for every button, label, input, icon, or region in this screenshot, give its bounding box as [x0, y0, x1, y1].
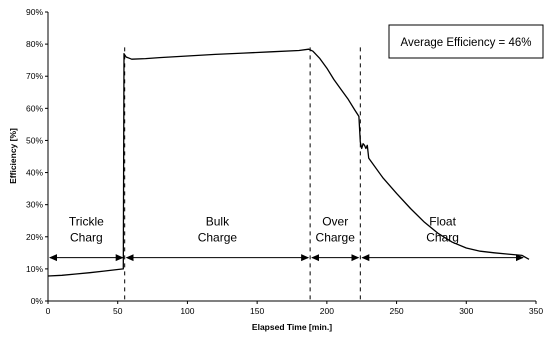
x-tick-label: 0 — [46, 306, 51, 316]
x-tick-label: 150 — [250, 306, 264, 316]
phase-label-line1: Bulk — [206, 215, 230, 229]
y-tick-label: 50% — [26, 135, 43, 145]
y-tick-label: 70% — [26, 71, 43, 81]
y-tick-label: 80% — [26, 39, 43, 49]
phase-annotations: TrickleChargBulkChargeOverChargeFloatCha… — [49, 47, 524, 301]
x-tick-group: 0 50 100 150 200 250 300 350 — [46, 301, 543, 316]
y-tick-label: 90% — [26, 7, 43, 17]
x-tick-label: 350 — [529, 306, 543, 316]
x-tick-label: 100 — [180, 306, 194, 316]
phase-label-line2: Charg — [70, 231, 103, 245]
y-tick-label: 20% — [26, 232, 43, 242]
y-tick-label: 0% — [31, 296, 44, 306]
average-efficiency-box — [388, 24, 544, 59]
y-axis-label: Efficiency [%] — [8, 128, 18, 184]
y-tick-group: 0% 10% 20% 30% 40% 50% 60% 70% 80% 90% — [26, 7, 48, 306]
x-tick-label: 250 — [389, 306, 403, 316]
phase-label-line1: Float — [429, 215, 456, 229]
phase-label-line1: Over — [322, 215, 348, 229]
x-tick-label: 200 — [320, 306, 334, 316]
phase-label-line2: Charge — [316, 231, 356, 245]
average-efficiency-text: Average Efficiency = 46% — [401, 37, 532, 49]
phase-label-line2: Charge — [198, 231, 238, 245]
y-tick-label: 10% — [26, 264, 43, 274]
phase-label-line1: Trickle — [69, 215, 104, 229]
x-axis-label: Elapsed Time [min.] — [252, 322, 332, 332]
x-tick-label: 300 — [459, 306, 473, 316]
y-tick-label: 40% — [26, 168, 43, 178]
x-tick-label: 50 — [113, 306, 123, 316]
y-tick-label: 30% — [26, 200, 43, 210]
y-tick-label: 60% — [26, 103, 43, 113]
efficiency-series-line — [47, 48, 530, 277]
